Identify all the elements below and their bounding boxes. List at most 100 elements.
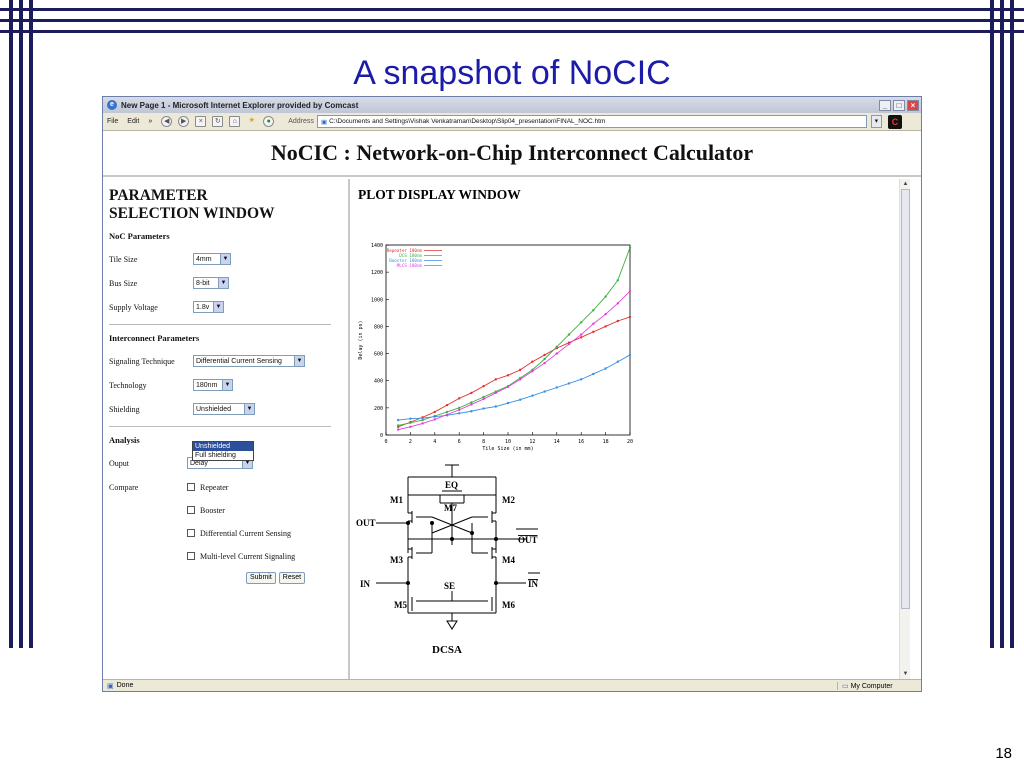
menu-overflow-icon[interactable]: »: [148, 118, 153, 125]
data-point: [470, 401, 473, 404]
noc-parameters-heading: NoC Parameters: [109, 231, 170, 241]
data-point: [604, 367, 607, 370]
x-tick-label: 18: [603, 439, 609, 445]
address-value: C:\Documents and Settings\Vishak Venkatr…: [329, 118, 606, 125]
minimize-icon[interactable]: _: [879, 99, 891, 111]
x-tick-label: 2: [409, 439, 412, 445]
favorites-icon[interactable]: ★: [248, 117, 255, 124]
data-point: [616, 279, 619, 282]
bus-size-row: Bus Size 8-bit ▼: [109, 276, 342, 290]
menu-edit[interactable]: Edit: [127, 118, 140, 125]
tile-size-select[interactable]: 4mm ▼: [193, 253, 231, 265]
scroll-thumb[interactable]: [901, 189, 910, 609]
dcs-label: Differential Current Sensing: [200, 528, 291, 538]
repeater-checkbox[interactable]: [187, 483, 195, 491]
refresh-icon[interactable]: ↻: [212, 116, 224, 127]
top-rule-3: [0, 30, 1024, 33]
browser-toolbar: File Edit » ◀ ▶ × ↻ ⌂ ★ ● Address ▣ C:\D…: [103, 113, 921, 131]
data-point: [555, 386, 558, 389]
m1-label: M1: [390, 495, 403, 505]
data-point: [543, 390, 546, 393]
chevron-down-icon: ▼: [222, 380, 232, 390]
signaling-select[interactable]: Differential Current Sensing ▼: [193, 355, 305, 367]
shielding-option-unshielded[interactable]: Unshielded: [193, 442, 253, 451]
left-bar-2: [19, 0, 23, 648]
address-input[interactable]: ▣ C:\Documents and Settings\Vishak Venka…: [316, 115, 867, 128]
plot-frame: [385, 244, 631, 436]
ie-logo-icon: e: [107, 100, 117, 110]
compare-row-dcs: Differential Current Sensing: [109, 526, 342, 540]
data-point: [397, 424, 400, 427]
in-label: IN: [360, 579, 371, 589]
data-point: [494, 405, 497, 408]
data-point: [567, 342, 571, 346]
data-point: [445, 410, 449, 414]
forward-icon[interactable]: ▶: [178, 116, 190, 127]
submit-button[interactable]: Submit: [246, 572, 276, 584]
page-header: NoCIC : Network-on-Chip Interconnect Cal…: [103, 131, 921, 177]
chevron-down-icon: ▼: [220, 254, 230, 264]
supply-voltage-row: Supply Voltage 1.8v ▼: [109, 300, 342, 314]
m6-label: M6: [502, 600, 515, 610]
pane-title-line2: SELECTION WINDOW: [109, 205, 275, 222]
back-icon[interactable]: ◀: [161, 116, 173, 127]
bus-size-select[interactable]: 8-bit ▼: [193, 277, 229, 289]
data-point: [531, 394, 534, 397]
dcsa-circuit-diagram: EQ M1 M2 M7 OUT OUT M3 M4 IN IN SE M5 M6…: [356, 464, 540, 656]
compare-row-repeater: Compare Repeater: [109, 480, 342, 494]
browser-titlebar[interactable]: e New Page 1 - Microsoft Internet Explor…: [103, 97, 921, 113]
m2-label: M2: [502, 495, 515, 505]
home-icon[interactable]: ⌂: [229, 116, 241, 127]
data-point: [397, 428, 400, 431]
data-point: [628, 315, 632, 319]
analysis-heading: Analysis: [109, 435, 140, 445]
data-point: [482, 395, 485, 399]
dcs-checkbox[interactable]: [187, 529, 195, 537]
stop-icon[interactable]: ×: [195, 116, 207, 127]
compare-row-booster: Booster: [109, 503, 342, 517]
data-point: [470, 410, 473, 413]
vertical-scrollbar[interactable]: ▲ ▼: [899, 179, 910, 679]
supply-voltage-select[interactable]: 1.8v ▼: [193, 301, 224, 313]
mlcs-label: Multi-level Current Signaling: [200, 551, 296, 561]
data-point: [433, 418, 436, 421]
comcast-logo-icon[interactable]: C: [887, 114, 902, 129]
parameter-pane: PARAMETER SELECTION WINDOW NoC Parameter…: [103, 179, 350, 679]
legend-label: Repeater 180nm: [387, 248, 423, 253]
shielding-option-full[interactable]: Full shielding: [195, 452, 236, 459]
x-tick-label: 6: [458, 439, 461, 445]
close-icon[interactable]: ×: [907, 99, 919, 111]
bus-size-label: Bus Size: [109, 278, 138, 288]
window-controls: _ □ ×: [879, 99, 921, 111]
x-tick-label: 10: [505, 439, 511, 445]
scroll-up-icon[interactable]: ▲: [902, 181, 909, 187]
booster-checkbox[interactable]: [187, 506, 195, 514]
data-point: [409, 425, 412, 429]
maximize-icon[interactable]: □: [893, 99, 905, 111]
page-icon: ▣: [320, 118, 328, 126]
address-dropdown-icon[interactable]: ▾: [870, 115, 882, 128]
tile-size-value: 4mm: [196, 255, 212, 263]
divider: [109, 426, 331, 427]
media-icon[interactable]: ●: [263, 116, 275, 127]
compare-row-mlcs: Multi-level Current Signaling: [109, 549, 342, 563]
pane-title-line1: PARAMETER: [109, 187, 208, 204]
shielding-select[interactable]: Unshielded ▼: [193, 403, 255, 415]
series-line: [398, 316, 631, 428]
slide-title: A snapshot of NoCIC: [353, 54, 671, 92]
data-point: [543, 361, 546, 365]
x-tick-label: 14: [554, 439, 560, 445]
y-axis-label: Delay (in ps): [358, 320, 364, 359]
computer-icon: ▭: [842, 682, 849, 690]
data-point: [604, 313, 607, 316]
data-point: [531, 370, 534, 373]
data-point: [555, 345, 558, 348]
technology-select[interactable]: 180nm ▼: [193, 379, 233, 391]
data-point: [592, 322, 595, 325]
reset-button[interactable]: Reset: [278, 572, 306, 584]
zone-text: My Computer: [850, 682, 893, 690]
scroll-down-icon[interactable]: ▼: [902, 671, 909, 677]
mlcs-checkbox[interactable]: [187, 552, 195, 560]
slide-number: 18: [995, 745, 1012, 762]
menu-file[interactable]: File: [107, 118, 119, 125]
